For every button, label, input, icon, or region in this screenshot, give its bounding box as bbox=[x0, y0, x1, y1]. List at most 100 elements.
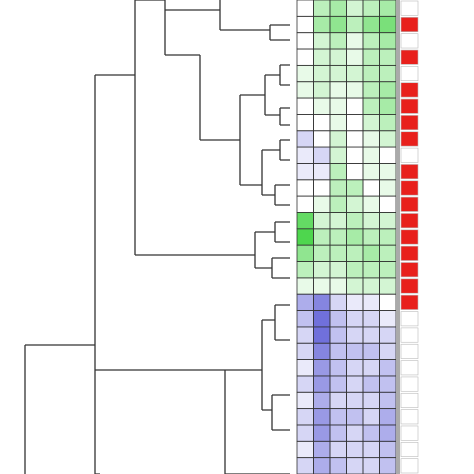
flag-cell bbox=[400, 376, 419, 392]
heatmap-cell bbox=[329, 375, 347, 393]
flag-cell bbox=[400, 278, 419, 294]
flag-cell bbox=[400, 0, 419, 16]
heatmap-cell bbox=[346, 212, 364, 230]
heatmap-cell bbox=[379, 408, 397, 426]
heatmap-cell bbox=[329, 32, 347, 50]
heatmap-cell bbox=[346, 375, 364, 393]
heatmap-cell bbox=[379, 293, 397, 311]
heatmap-cell bbox=[379, 326, 397, 344]
heatmap-cell bbox=[313, 48, 331, 66]
heatmap-cell bbox=[296, 64, 314, 83]
heatmap-cell bbox=[346, 81, 364, 99]
heatmap-cell bbox=[346, 310, 364, 328]
heatmap-cell bbox=[296, 310, 314, 328]
heatmap-cell bbox=[362, 32, 380, 50]
heatmap-cell bbox=[362, 146, 380, 164]
heatmap-cell bbox=[362, 212, 380, 230]
heatmap-cell bbox=[313, 310, 331, 328]
heatmap-cell bbox=[379, 359, 397, 377]
heatmap-cell bbox=[329, 179, 347, 197]
heatmap-cell bbox=[362, 408, 380, 426]
flag-cell bbox=[400, 262, 419, 278]
flag-cell bbox=[400, 196, 419, 212]
heatmap-cell bbox=[362, 163, 380, 181]
heatmap-cell bbox=[329, 64, 347, 83]
heatmap-cell bbox=[313, 212, 331, 230]
heatmap-cell bbox=[313, 97, 331, 115]
heatmap-cell bbox=[379, 130, 397, 148]
heatmap-cell bbox=[346, 130, 364, 148]
heatmap-cell bbox=[313, 391, 331, 410]
flag-cell bbox=[400, 66, 419, 82]
heatmap-cell bbox=[313, 293, 331, 311]
heatmap-cell bbox=[313, 244, 331, 262]
heatmap-cell bbox=[346, 359, 364, 377]
flag-cell bbox=[400, 311, 419, 327]
heatmap-cell bbox=[379, 440, 397, 459]
heatmap-cell bbox=[379, 195, 397, 213]
heatmap-cell bbox=[379, 146, 397, 164]
flag-cell bbox=[400, 327, 419, 343]
heatmap-cell bbox=[313, 261, 331, 279]
heatmap-cell bbox=[346, 195, 364, 213]
heatmap-cell bbox=[329, 244, 347, 262]
heatmap-cell bbox=[313, 359, 331, 377]
heatmap-cell bbox=[346, 391, 364, 410]
heatmap-cell bbox=[362, 130, 380, 148]
heatmap-cell bbox=[296, 261, 314, 279]
heatmap-cell bbox=[329, 114, 347, 132]
heatmap-cell bbox=[379, 114, 397, 132]
heatmap-cell bbox=[296, 195, 314, 213]
heatmap-cell bbox=[313, 342, 331, 360]
heatmap-cell bbox=[296, 130, 314, 148]
heatmap-cell bbox=[362, 440, 380, 459]
heatmap-cell bbox=[296, 179, 314, 197]
heatmap-cell bbox=[346, 97, 364, 115]
heatmap-cell bbox=[346, 408, 364, 426]
heatmap-cell bbox=[329, 440, 347, 459]
heatmap-cell bbox=[362, 244, 380, 262]
heatmap-cell bbox=[379, 457, 397, 474]
heatmap-cell bbox=[346, 64, 364, 83]
flag-cell bbox=[400, 164, 419, 180]
heatmap-cell bbox=[362, 424, 380, 442]
flag-cell bbox=[400, 442, 419, 457]
heatmap-cell bbox=[346, 32, 364, 50]
heatmap-cell bbox=[313, 440, 331, 459]
heatmap-cell bbox=[362, 114, 380, 132]
flag-cell bbox=[400, 115, 419, 131]
heatmap-cell bbox=[329, 261, 347, 279]
heatmap-cell bbox=[346, 261, 364, 279]
flag-cell bbox=[400, 147, 419, 163]
heatmap-cell bbox=[313, 179, 331, 197]
heatmap-cell bbox=[329, 457, 347, 474]
heatmap-cell bbox=[379, 261, 397, 279]
heatmap-cell bbox=[362, 228, 380, 246]
heatmap-cell bbox=[313, 326, 331, 344]
heatmap-cell bbox=[379, 375, 397, 393]
heatmap-cell bbox=[313, 0, 331, 17]
heatmap-cell bbox=[296, 342, 314, 360]
heatmap-cell bbox=[379, 277, 397, 295]
heatmap-cell bbox=[329, 48, 347, 66]
heatmap-cell bbox=[362, 48, 380, 66]
heatmap-cell bbox=[346, 114, 364, 132]
heatmap-cell bbox=[313, 375, 331, 393]
heatmap-cell bbox=[329, 408, 347, 426]
heatmap-cell bbox=[379, 81, 397, 99]
heatmap-cell bbox=[362, 195, 380, 213]
heatmap-cell bbox=[379, 32, 397, 50]
heatmap-cell bbox=[346, 440, 364, 459]
flag-cell bbox=[400, 409, 419, 425]
heatmap-cell bbox=[362, 277, 380, 295]
heatmap-cell bbox=[329, 342, 347, 360]
heatmap-cell bbox=[379, 97, 397, 115]
heatmap-cell bbox=[329, 391, 347, 410]
heatmap-cell bbox=[313, 277, 331, 295]
heatmap-cell bbox=[329, 277, 347, 295]
heatmap-cell bbox=[346, 457, 364, 474]
flag-cell bbox=[400, 245, 419, 261]
flag-cell bbox=[400, 213, 419, 229]
heatmap-cell bbox=[362, 310, 380, 328]
heatmap-cell bbox=[379, 391, 397, 410]
